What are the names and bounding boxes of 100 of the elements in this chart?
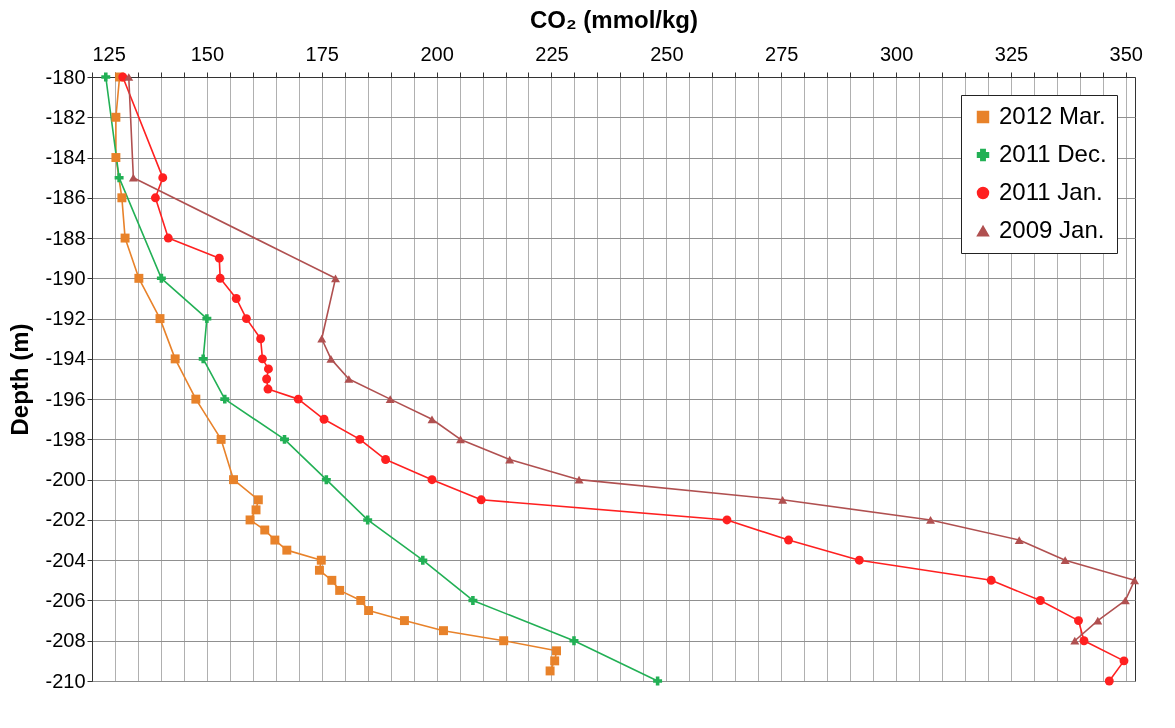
y-tick-label: -206 — [45, 588, 86, 611]
x-tick-label: 200 — [420, 42, 454, 65]
y-tick-label: -184 — [45, 146, 86, 169]
point — [385, 395, 395, 404]
point — [1035, 596, 1045, 605]
point — [101, 72, 111, 82]
x-tick-label: 225 — [535, 42, 569, 65]
point — [468, 595, 478, 605]
point — [263, 384, 273, 394]
point — [111, 153, 121, 163]
x-tick-label: 125 — [92, 42, 126, 65]
point — [117, 193, 127, 203]
point — [344, 375, 354, 383]
y-tick-label: -190 — [45, 266, 86, 289]
point — [364, 606, 374, 616]
x-tick-label: 250 — [650, 42, 684, 65]
point — [245, 515, 255, 525]
point — [170, 354, 180, 364]
y-tick-label: -204 — [45, 548, 86, 571]
y-tick-label: -194 — [45, 347, 86, 370]
point — [155, 314, 165, 324]
point — [253, 495, 263, 505]
point — [1130, 576, 1140, 585]
point — [1074, 616, 1083, 626]
point — [550, 656, 560, 666]
y-tick-label: -202 — [45, 508, 86, 531]
point — [229, 475, 238, 485]
point — [356, 595, 366, 605]
y-tick-label: -196 — [45, 387, 86, 410]
point — [499, 636, 509, 646]
legend-label: 2011 Dec. — [999, 140, 1107, 167]
point — [191, 394, 201, 404]
point — [363, 515, 373, 525]
point — [319, 414, 329, 424]
point — [114, 173, 124, 183]
point — [262, 374, 272, 384]
point — [257, 354, 267, 364]
point — [335, 585, 345, 595]
point — [427, 415, 437, 424]
point — [1070, 636, 1080, 645]
x-tick-label: 300 — [879, 42, 914, 65]
point — [784, 535, 794, 545]
y-tick-label: -180 — [45, 65, 86, 88]
point — [293, 394, 303, 404]
x-tick-label: 325 — [994, 42, 1029, 65]
y-tick-label: -198 — [45, 427, 86, 450]
point — [1119, 656, 1129, 666]
point — [926, 516, 936, 524]
point — [418, 555, 428, 565]
point — [316, 555, 326, 565]
point — [1060, 556, 1070, 565]
point — [326, 354, 336, 363]
point — [439, 626, 448, 636]
point — [215, 273, 225, 283]
y-tick-label: -200 — [45, 468, 86, 491]
point — [1079, 636, 1089, 646]
point — [111, 112, 121, 122]
point — [150, 193, 160, 203]
point — [854, 555, 864, 565]
point — [314, 565, 324, 575]
point — [355, 434, 365, 444]
point — [120, 233, 130, 243]
point — [653, 676, 663, 686]
point — [722, 515, 732, 525]
point — [317, 334, 327, 343]
y-axis-title: Depth (m) — [6, 323, 34, 436]
y-tick-label: -210 — [45, 669, 86, 692]
point — [1104, 676, 1114, 686]
point — [260, 525, 270, 535]
point — [427, 475, 437, 485]
point — [778, 495, 788, 504]
point — [124, 73, 134, 81]
point — [220, 394, 230, 404]
point — [986, 575, 996, 585]
x-tick-label: 275 — [765, 42, 799, 65]
point — [231, 294, 241, 303]
point — [216, 434, 226, 444]
point — [545, 666, 555, 676]
point — [331, 274, 340, 283]
point — [214, 253, 224, 263]
x-tick-label: 175 — [305, 42, 339, 65]
point — [241, 314, 251, 324]
y-tick-label: -182 — [45, 105, 86, 128]
x-tick-label: 350 — [1109, 42, 1143, 65]
y-tick-label: -208 — [45, 629, 86, 652]
point — [263, 364, 273, 374]
legend-label: 2009 Jan. — [999, 216, 1105, 243]
x-tick-label: 150 — [190, 42, 225, 65]
point — [456, 435, 465, 444]
point — [270, 535, 280, 545]
point — [476, 495, 486, 505]
point — [327, 575, 337, 585]
point — [134, 273, 144, 283]
legend-label: 2012 Mar. — [999, 102, 1106, 129]
point — [202, 314, 212, 324]
point — [381, 455, 391, 464]
point — [574, 475, 584, 484]
point — [399, 616, 409, 626]
y-tick-label: -192 — [45, 307, 86, 330]
point — [158, 173, 168, 183]
